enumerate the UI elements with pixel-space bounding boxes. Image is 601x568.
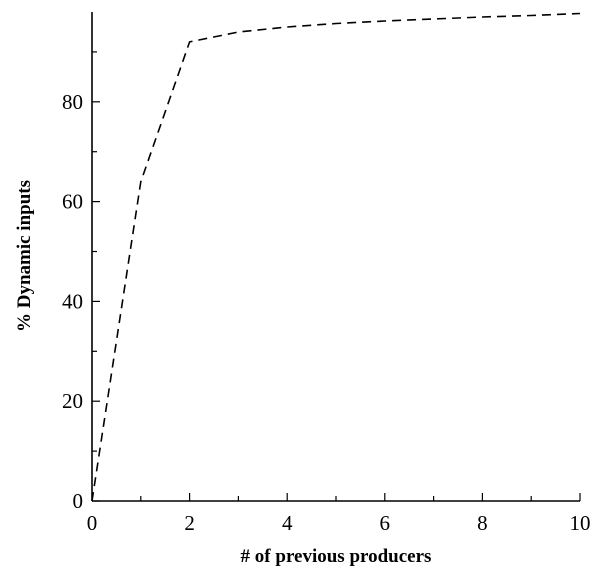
- y-tick-label: 0: [73, 489, 84, 513]
- y-tick-label: 80: [62, 90, 83, 114]
- x-tick-label: 8: [477, 511, 488, 535]
- x-tick-label: 6: [380, 511, 391, 535]
- x-tick-label: 2: [184, 511, 195, 535]
- series-line: [91, 12, 581, 502]
- y-axis-title: % Dynamic inputs: [14, 180, 35, 332]
- y-tick-label: 20: [62, 389, 83, 413]
- x-tick-label: 10: [570, 511, 591, 535]
- x-axis-title: # of previous producers: [241, 546, 432, 567]
- x-axis: 0 2 4 6 8 10: [87, 493, 591, 535]
- plot-area: [91, 12, 581, 502]
- y-axis: 0 20 40 60 80: [62, 12, 100, 513]
- y-tick-label: 40: [62, 289, 83, 313]
- y-ticks: 0 20 40 60 80: [62, 51, 100, 513]
- x-tick-label: 4: [282, 511, 293, 535]
- x-tick-label: 0: [87, 511, 98, 535]
- x-ticks: 0 2 4 6 8 10: [87, 493, 591, 535]
- y-tick-label: 60: [62, 190, 83, 214]
